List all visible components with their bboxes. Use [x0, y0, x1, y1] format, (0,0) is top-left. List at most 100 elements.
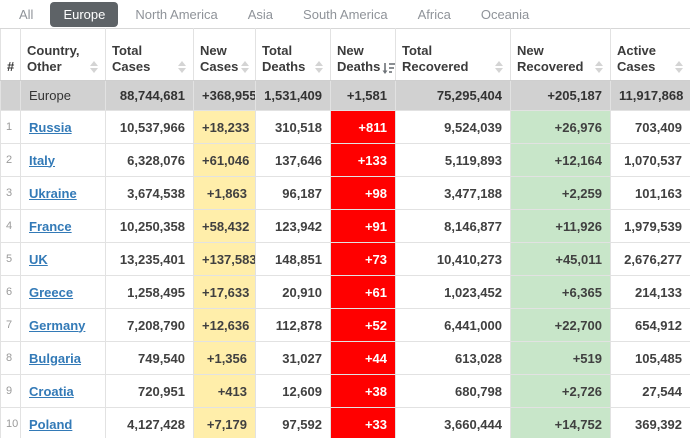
cell-total_recovered: 613,028 — [395, 341, 511, 375]
tab-oceania[interactable]: Oceania — [480, 6, 530, 22]
cell-total_deaths: 112,878 — [255, 308, 331, 342]
cell-new_cases: +61,046 — [193, 143, 256, 177]
cell-new_cases: +137,583 — [193, 242, 256, 276]
cell-new_recovered: +519 — [510, 341, 611, 375]
country-link-russia[interactable]: Russia — [29, 119, 72, 135]
cell-total_deaths: 31,027 — [255, 341, 331, 375]
cell-country: Greece — [20, 275, 106, 309]
sort-icon — [89, 60, 99, 74]
cell-total_recovered: 5,119,893 — [395, 143, 511, 177]
country-link-croatia[interactable]: Croatia — [29, 383, 74, 399]
cell-new_deaths: +52 — [330, 308, 396, 342]
column-header-new_deaths[interactable]: New Deaths — [330, 28, 396, 81]
cell-new_recovered: +205,187 — [510, 80, 611, 111]
cell-country: Croatia — [20, 374, 106, 408]
column-label-rank: # — [7, 58, 15, 74]
cell-total_deaths: 12,609 — [255, 374, 331, 408]
summary-row-europe: Europe 88,744,681 +368,955 1,531,409 +1,581 7… — [0, 80, 690, 111]
tab-south-america[interactable]: South America — [303, 6, 388, 22]
cell-new_cases: +12,636 — [193, 308, 256, 342]
column-label-new_recovered: New Recovered — [517, 42, 584, 74]
country-link-france[interactable]: France — [29, 218, 72, 234]
column-label-total_cases: Total Cases — [112, 42, 151, 74]
tab-africa[interactable]: Africa — [417, 6, 451, 22]
cell-country: France — [20, 209, 106, 243]
cell-total_cases: 4,127,428 — [105, 407, 194, 438]
cell-total_recovered: 680,798 — [395, 374, 511, 408]
cell-country: Russia — [20, 110, 106, 144]
country-link-italy[interactable]: Italy — [29, 152, 56, 168]
country-link-poland[interactable]: Poland — [29, 416, 73, 432]
cell-new_recovered: +12,164 — [510, 143, 611, 177]
cell-new_deaths: +98 — [330, 176, 396, 210]
cell-total_deaths: 123,942 — [255, 209, 331, 243]
cell-total_deaths: 96,187 — [255, 176, 331, 210]
cell-total_recovered: 8,146,877 — [395, 209, 511, 243]
cell-new_deaths: +44 — [330, 341, 396, 375]
table-row-greece: 6 Greece 1,258,495 +17,633 20,910 +61 1,023,45… — [0, 275, 690, 309]
cell-country: Bulgaria — [20, 341, 106, 375]
table-row-france: 4 France 10,250,358 +58,432 123,942 +91 8,146,… — [0, 209, 690, 243]
cell-rank — [0, 80, 21, 111]
cell-new_recovered: +11,926 — [510, 209, 611, 243]
tab-asia[interactable]: Asia — [247, 6, 274, 22]
cell-new_deaths: +61 — [330, 275, 396, 309]
country-link-uk[interactable]: UK — [29, 251, 48, 267]
cell-country: Poland — [20, 407, 106, 438]
country-link-greece[interactable]: Greece — [29, 284, 74, 300]
cell-country: Italy — [20, 143, 106, 177]
country-link-ukraine[interactable]: Ukraine — [29, 185, 77, 201]
cell-rank: 3 — [0, 176, 21, 210]
column-header-country[interactable]: Country, Other — [20, 28, 106, 81]
covid-stats-table: # Country, Other Total Cases New Cases Total… — [0, 28, 690, 438]
column-header-new_cases[interactable]: New Cases — [193, 28, 256, 81]
table-row-croatia: 9 Croatia 720,951 +413 12,609 +38 680,798 +2,72… — [0, 374, 690, 408]
cell-new_deaths: +38 — [330, 374, 396, 408]
column-label-active_cases: Active Cases — [617, 42, 657, 74]
sort-descending-icon — [382, 62, 395, 74]
tab-europe[interactable]: Europe — [50, 1, 119, 27]
column-header-total_recovered[interactable]: Total Recovered — [395, 28, 511, 81]
column-header-rank: # — [0, 28, 21, 81]
cell-new_cases: +1,356 — [193, 341, 256, 375]
cell-total_recovered: 10,410,273 — [395, 242, 511, 276]
cell-new_deaths: +33 — [330, 407, 396, 438]
cell-total_cases: 1,258,495 — [105, 275, 194, 309]
cell-rank: 1 — [0, 110, 21, 144]
column-header-active_cases[interactable]: Active Cases — [610, 28, 690, 81]
sort-icon — [177, 60, 187, 74]
cell-new_recovered: +2,259 — [510, 176, 611, 210]
table-row-germany: 7 Germany 7,208,790 +12,636 112,878 +52 6,441,… — [0, 308, 690, 342]
table-row-poland: 10 Poland 4,127,428 +7,179 97,592 +33 3,660,44… — [0, 407, 690, 438]
tab-north-america[interactable]: North America — [135, 6, 218, 22]
cell-total_deaths: 97,592 — [255, 407, 331, 438]
country-link-bulgaria[interactable]: Bulgaria — [29, 350, 82, 366]
continent-tabbar: All Europe North America Asia South America A… — [0, 0, 690, 28]
cell-total_recovered: 3,660,444 — [395, 407, 511, 438]
table-body: Europe 88,744,681 +368,955 1,531,409 +1,581 7… — [0, 80, 690, 438]
column-header-total_cases[interactable]: Total Cases — [105, 28, 194, 81]
cell-total_recovered: 1,023,452 — [395, 275, 511, 309]
cell-total_cases: 7,208,790 — [105, 308, 194, 342]
country-link-germany[interactable]: Germany — [29, 317, 86, 333]
cell-active_cases: 654,912 — [610, 308, 690, 342]
cell-rank: 6 — [0, 275, 21, 309]
cell-country: Germany — [20, 308, 106, 342]
table-row-russia: 1 Russia 10,537,966 +18,233 310,518 +811 9,524… — [0, 110, 690, 144]
cell-rank: 7 — [0, 308, 21, 342]
cell-new_recovered: +45,011 — [510, 242, 611, 276]
cell-rank: 10 — [0, 407, 21, 438]
cell-active_cases: 2,676,277 — [610, 242, 690, 276]
cell-active_cases: 369,392 — [610, 407, 690, 438]
cell-new_recovered: +22,700 — [510, 308, 611, 342]
column-header-total_deaths[interactable]: Total Deaths — [255, 28, 331, 81]
cell-total_cases: 720,951 — [105, 374, 194, 408]
cell-active_cases: 1,979,539 — [610, 209, 690, 243]
column-header-new_recovered[interactable]: New Recovered — [510, 28, 611, 81]
column-label-new_cases: New Cases — [200, 42, 239, 74]
cell-total_recovered: 9,524,039 — [395, 110, 511, 144]
table-row-italy: 2 Italy 6,328,076 +61,046 137,646 +133 5,119,8… — [0, 143, 690, 177]
cell-rank: 2 — [0, 143, 21, 177]
tab-all[interactable]: All — [19, 6, 34, 22]
